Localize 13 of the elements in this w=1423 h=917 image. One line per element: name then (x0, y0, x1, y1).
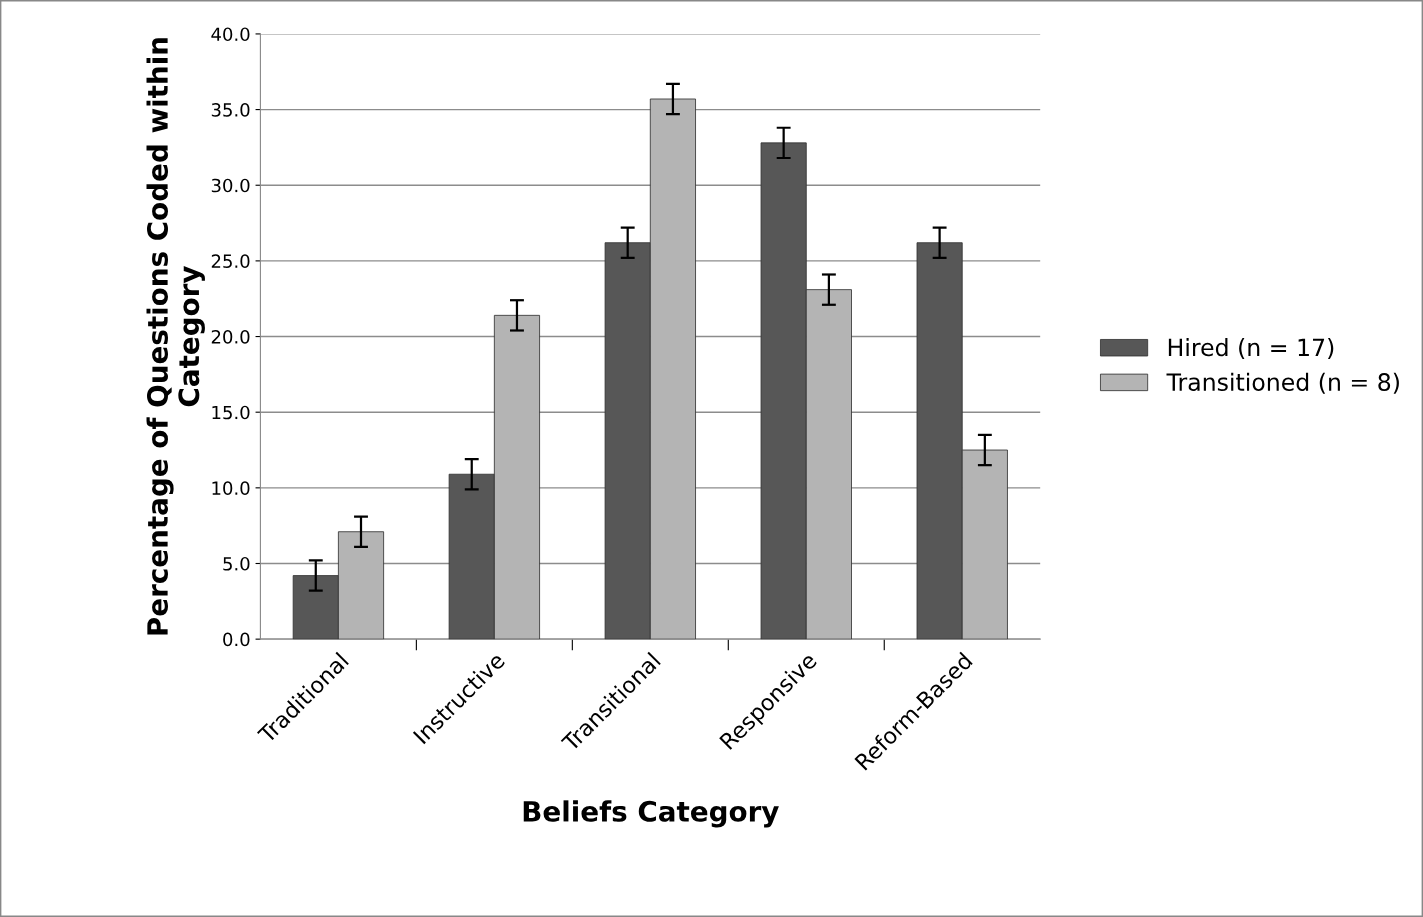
y-tick-label: 5.0 (223, 556, 250, 571)
y-tick-label: 0.0 (223, 632, 250, 647)
y-tick-label: 30.0 (211, 178, 250, 193)
x-axis-title: Beliefs Category (523, 800, 779, 828)
y-axis-title: Percentage of Questions Coded within Category (146, 38, 205, 635)
y-tick-label: 10.0 (212, 481, 250, 495)
y-tick-label: 40.0 (211, 27, 250, 42)
legend-label: Hired (n = 17) (1168, 338, 1334, 360)
y-tick-label: 25.0 (211, 254, 250, 268)
legend-label: Transitioned (n = 8) (1166, 372, 1399, 394)
y-tick-label: 35.0 (211, 103, 250, 117)
y-tick-label: 15.0 (212, 405, 250, 420)
y-tick-label: 20.0 (211, 330, 250, 344)
